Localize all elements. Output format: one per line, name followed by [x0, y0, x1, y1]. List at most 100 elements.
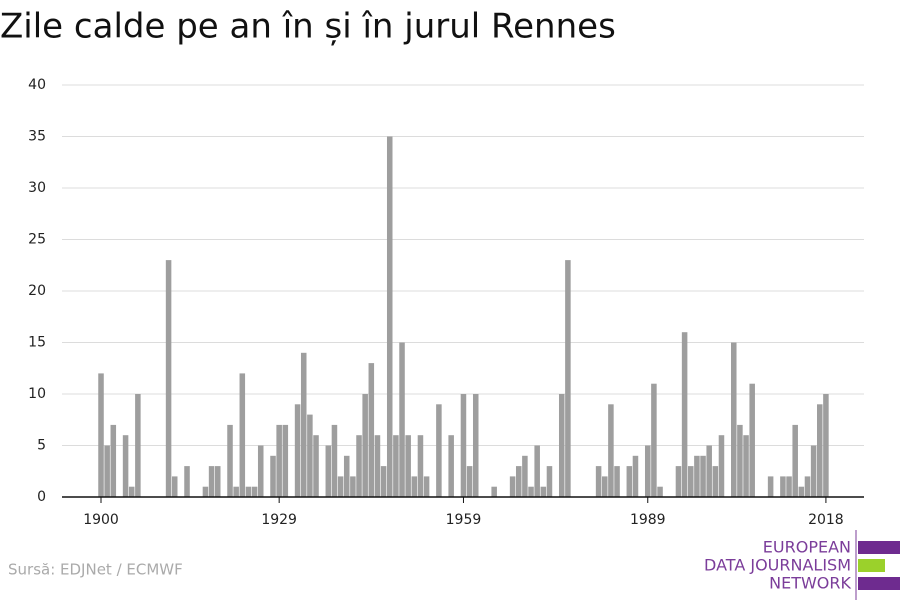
bar: [135, 394, 141, 497]
bar: [694, 455, 700, 497]
y-tick-label: 10: [28, 386, 46, 402]
y-tick-label: 15: [28, 335, 46, 351]
bar: [466, 466, 473, 497]
chart-title: Zile calde pe an în și în jurul Rennes: [0, 7, 616, 47]
bar: [681, 332, 688, 497]
bar: [810, 445, 817, 497]
x-tick-label: 1929: [261, 512, 297, 528]
bar: [509, 476, 516, 497]
bar: [233, 486, 239, 497]
bar: [823, 394, 829, 497]
bar: [817, 404, 823, 497]
bar: [540, 486, 547, 497]
bar: [307, 414, 313, 497]
bar: [350, 476, 356, 497]
bar: [214, 466, 221, 497]
bar: [245, 486, 252, 497]
y-tick-label: 40: [28, 77, 46, 93]
bar: [448, 435, 454, 497]
bar: [786, 476, 792, 497]
bar: [601, 476, 608, 497]
bar: [368, 363, 375, 497]
bar: [423, 476, 430, 497]
bar: [675, 466, 682, 497]
bar: [472, 394, 479, 497]
bar: [608, 404, 614, 497]
bar: [804, 476, 811, 497]
logo-text: EUROPEAN: [763, 538, 851, 557]
bar: [436, 404, 442, 497]
bar: [460, 394, 467, 497]
source: Sursă: EDJNet / ECMWF: [8, 561, 183, 579]
bar: [386, 136, 393, 497]
bar: [644, 445, 651, 497]
bar: [614, 466, 620, 497]
bar: [411, 476, 418, 497]
y-tick-label: 35: [28, 129, 46, 145]
bar: [749, 383, 755, 497]
bar: [313, 435, 319, 497]
bar: [337, 476, 344, 497]
bar: [374, 435, 381, 497]
bar: [227, 424, 233, 497]
bar: [706, 445, 712, 497]
bar: [110, 424, 117, 497]
bar: [565, 260, 571, 497]
bar: [417, 435, 424, 497]
bar: [325, 445, 332, 497]
x-tick-label: 1989: [630, 512, 666, 528]
x-tick-label: 1959: [446, 512, 482, 528]
bar: [251, 486, 258, 497]
bar: [362, 394, 368, 497]
bar: [122, 435, 129, 497]
bar: [730, 342, 737, 497]
bar: [632, 455, 639, 497]
bar: [208, 466, 215, 497]
bar: [270, 455, 276, 497]
bar: [393, 435, 399, 497]
logo-bar: [858, 541, 900, 554]
bar: [165, 260, 172, 497]
bar: [343, 455, 350, 497]
bar: [300, 352, 307, 497]
bar: [276, 424, 282, 497]
bar: [257, 445, 264, 497]
bar: [651, 383, 657, 497]
bar: [356, 435, 362, 497]
bar: [331, 424, 338, 497]
bar: [184, 466, 190, 497]
bar: [657, 486, 663, 497]
bar: [405, 435, 411, 497]
y-tick-label: 0: [37, 489, 46, 505]
logo-bar: [858, 577, 900, 590]
bar: [202, 486, 209, 497]
bar: [104, 445, 110, 497]
bar: [128, 486, 135, 497]
bar: [712, 466, 719, 497]
bar: [558, 394, 565, 497]
y-tick-label: 25: [28, 232, 46, 248]
bar: [515, 466, 522, 497]
bar: [399, 342, 405, 497]
bar: [491, 486, 497, 497]
logo-bar: [858, 559, 885, 572]
bar: [171, 476, 178, 497]
bar: [546, 466, 553, 497]
logo-text: NETWORK: [769, 574, 851, 593]
bar: [767, 476, 774, 497]
bar: [534, 445, 540, 497]
bar: [743, 435, 749, 497]
y-tick-label: 20: [28, 283, 46, 299]
y-tick-label: 30: [28, 180, 46, 196]
y-tick-label: 5: [37, 438, 46, 454]
bar: [98, 373, 104, 497]
bar: [522, 455, 528, 497]
bar: [792, 424, 798, 497]
bar: [626, 466, 633, 497]
bar: [718, 435, 725, 497]
bar: [798, 486, 805, 497]
bar: [780, 476, 786, 497]
bar: [282, 424, 289, 497]
bar: [595, 466, 602, 497]
x-tick-label: 1900: [83, 512, 119, 528]
